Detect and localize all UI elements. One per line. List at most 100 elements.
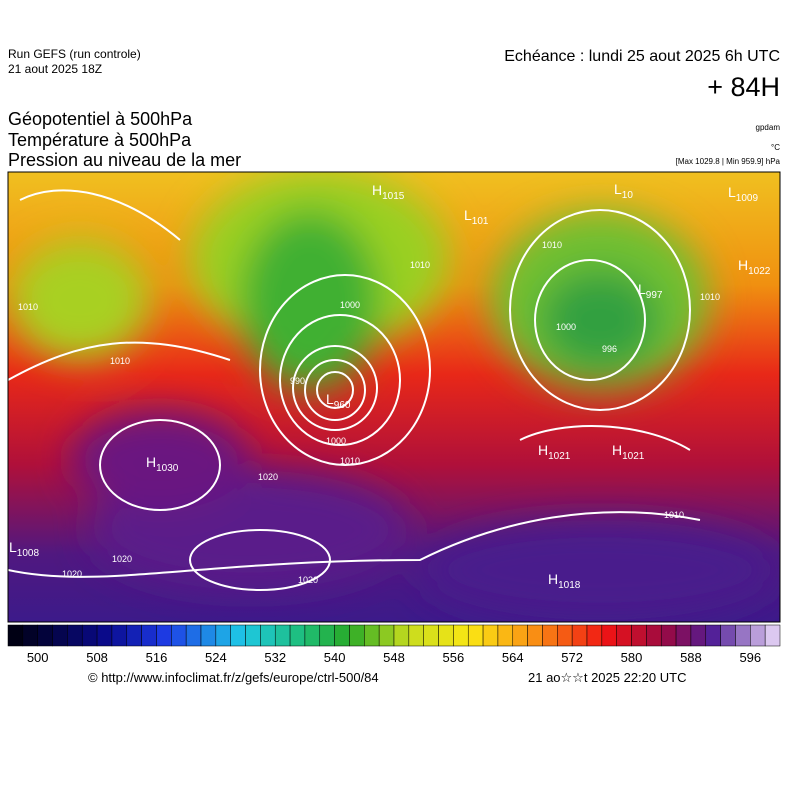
isobar-label: 1010 [700, 292, 720, 302]
map: H1015 L101 L10 L1009 H1022 L997 L960 H10… [8, 172, 780, 622]
isobar-label: 990 [290, 376, 305, 386]
colorbar-swatch [705, 624, 721, 647]
pressure-center: H1022 [738, 257, 771, 277]
colorbar-swatch [497, 624, 514, 647]
pressure-center: L101 [464, 207, 489, 227]
colorbar-swatch [171, 624, 187, 647]
isobar-label: 1010 [664, 510, 684, 520]
colorbar-swatch [646, 624, 662, 647]
source-link: © http://www.infoclimat.fr/z/gefs/europe… [88, 670, 379, 685]
isobar-label: 1010 [18, 302, 38, 312]
colorbar-swatch [319, 624, 335, 647]
colorbar-swatch [408, 624, 424, 647]
colorbar-swatch [512, 624, 528, 647]
colorbar-swatch [571, 624, 588, 647]
colorbar-swatch [304, 624, 321, 647]
colorbar-swatch [111, 624, 128, 647]
colorbar-swatch [215, 624, 231, 647]
colorbar-tick-label: 564 [502, 650, 524, 665]
colorbar-swatch [542, 624, 558, 647]
colorbar-swatch [453, 624, 469, 647]
isobar-label: 996 [602, 344, 617, 354]
colorbar-tick-label: 532 [264, 650, 286, 665]
colorbar-tick-label: 588 [680, 650, 702, 665]
isobar-label: 1020 [298, 575, 318, 585]
valid-time: Echéance : lundi 25 aout 2025 6h UTC [504, 48, 780, 65]
unit-label: °C [771, 143, 780, 152]
colorbar-swatch [289, 624, 306, 647]
colorbar-swatch [200, 624, 217, 647]
pressure-center: H1021 [612, 442, 645, 462]
isobars [8, 189, 701, 591]
colorbar-swatch [482, 624, 499, 647]
pressure-center: H1030 [146, 454, 179, 474]
colorbar-swatch [7, 624, 24, 647]
colorbar-tick-label: 572 [561, 650, 583, 665]
colorbar-swatch [557, 624, 573, 647]
colorbar-swatch [438, 624, 454, 647]
colorbar-tick-label: 508 [86, 650, 108, 665]
unit-label: gpdam [756, 123, 781, 132]
colorbar-swatch [660, 624, 677, 647]
colorbar-tick-label: 516 [146, 650, 168, 665]
colorbar-tick-label: 524 [205, 650, 227, 665]
colorbar-swatch [735, 624, 751, 647]
pressure-center: L997 [638, 281, 663, 301]
isobar-label: 1000 [326, 436, 346, 446]
map-frame [7, 171, 781, 623]
colorbar-swatch [378, 624, 395, 647]
colorbar-swatch [81, 624, 98, 647]
isobar-label: 1010 [110, 356, 130, 366]
colorbar-swatch [67, 624, 83, 647]
colorbar-tick-label: 580 [621, 650, 643, 665]
colorbar-swatch [527, 624, 543, 647]
isobar-label: 1020 [258, 472, 278, 482]
isobar-label: 1020 [112, 554, 132, 564]
title-line: Température à 500hPa [8, 130, 192, 150]
colorbar-swatch [467, 624, 484, 647]
pressure-center: L10 [614, 181, 633, 201]
colorbar-swatch [720, 624, 736, 647]
colorbar-swatch [349, 624, 365, 647]
colorbar [7, 624, 781, 647]
colorbar-swatch [141, 624, 157, 647]
colorbar-tick-label: 548 [383, 650, 405, 665]
pressure-center: L1009 [728, 184, 758, 204]
isobar-label: 1020 [62, 569, 82, 579]
colorbar-tick-label: 556 [443, 650, 465, 665]
unit-label: [Max 1029.8 | Min 959.9] hPa [676, 157, 781, 166]
isobar-label: 1010 [410, 260, 430, 270]
colorbar-swatch [764, 624, 781, 647]
run-label: Run GEFS (run controle) [8, 47, 141, 61]
isobar-label: 1010 [340, 456, 360, 466]
pressure-center: H1018 [548, 571, 581, 591]
colorbar-swatch [690, 624, 707, 647]
colorbar-swatch [96, 624, 113, 647]
isobar-label: 1010 [542, 240, 562, 250]
pressure-center: L1008 [9, 539, 39, 559]
title-line: Pression au niveau de la mer [8, 150, 241, 170]
colorbar-swatch [274, 624, 291, 647]
colorbar-swatch [156, 624, 172, 647]
isobar-label: 1000 [556, 322, 576, 332]
pressure-center: H1021 [538, 442, 571, 462]
pressure-center: H1015 [372, 182, 405, 202]
colorbar-swatch [245, 624, 261, 647]
colorbar-swatch [230, 624, 246, 647]
pressure-center: L960 [326, 391, 351, 411]
run-date: 21 aout 2025 18Z [8, 62, 102, 76]
colorbar-swatch [393, 624, 410, 647]
colorbar-swatch [601, 624, 617, 647]
colorbar-swatch [126, 624, 142, 647]
colorbar-swatch [631, 624, 647, 647]
colorbar-swatch [423, 624, 439, 647]
title-line: Géopotentiel à 500hPa [8, 109, 193, 129]
colorbar-swatch [675, 624, 692, 647]
colorbar-tick-label: 596 [739, 650, 761, 665]
isobar-label: 1000 [340, 300, 360, 310]
colorbar-swatch [52, 624, 68, 647]
colorbar-swatch [37, 624, 53, 647]
colorbar-swatch [750, 624, 766, 647]
colorbar-swatch [22, 624, 38, 647]
